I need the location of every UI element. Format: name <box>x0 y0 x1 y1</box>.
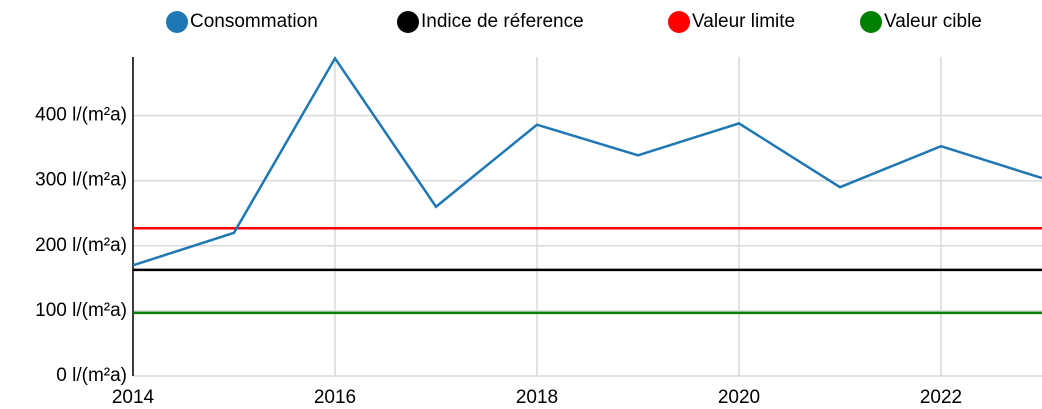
legend-label: Consommation <box>190 11 318 32</box>
y-tick-label: 0 l/(m²a) <box>56 365 127 386</box>
x-tick-label: 2016 <box>314 387 356 408</box>
legend-label: Valeur limite <box>692 11 795 32</box>
series-line <box>133 55 1042 267</box>
x-tick-label: 2018 <box>516 387 558 408</box>
legend-marker <box>166 11 188 33</box>
y-tick-label: 300 l/(m²a) <box>35 170 127 191</box>
y-tick-label: 100 l/(m²a) <box>35 300 127 321</box>
x-tick-label: 2014 <box>112 387 155 408</box>
legend-marker <box>668 11 690 33</box>
legend-label: Indice de réference <box>421 11 584 32</box>
legend-marker <box>860 11 882 33</box>
legend-marker <box>397 11 419 33</box>
x-tick-label: 2022 <box>920 387 962 408</box>
y-tick-label: 400 l/(m²a) <box>35 105 127 126</box>
y-tick-label: 200 l/(m²a) <box>35 235 127 256</box>
x-tick-label: 2020 <box>718 387 760 408</box>
legend-label: Valeur cible <box>884 11 982 32</box>
plot-area <box>133 55 1042 315</box>
